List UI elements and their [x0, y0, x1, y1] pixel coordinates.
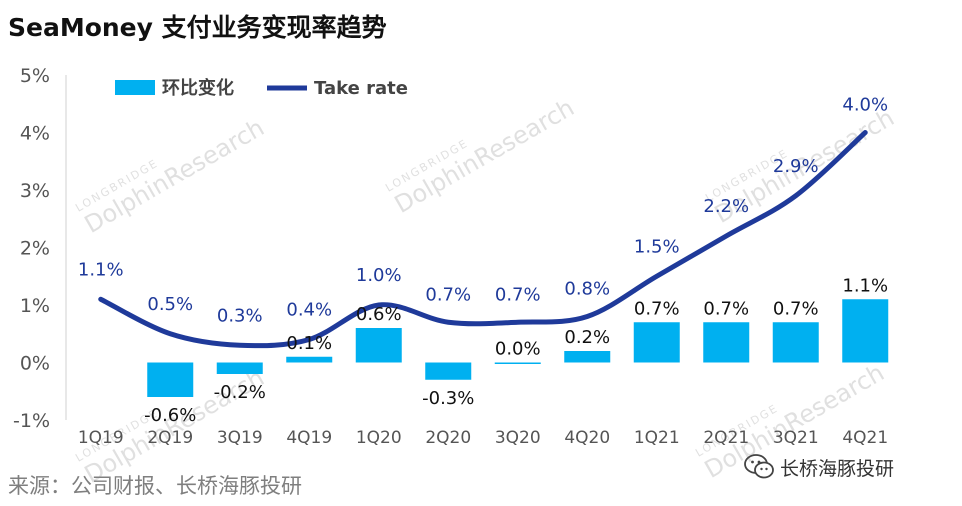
- line-data-label: 2.9%: [773, 156, 819, 177]
- y-tick-label: 5%: [20, 65, 50, 87]
- x-tick-label: 3Q21: [773, 428, 819, 448]
- x-tick-label: 2Q21: [703, 428, 749, 448]
- line-data-label: 1.0%: [356, 265, 402, 286]
- line-data-label: 0.4%: [286, 300, 332, 321]
- take-rate-line: [98, 130, 868, 349]
- page-title: SeaMoney 支付业务变现率趋势: [8, 13, 387, 42]
- bar-data-label: 0.0%: [495, 339, 541, 360]
- brand: 长桥海豚投研: [744, 452, 894, 482]
- bar-data-label: -0.2%: [214, 382, 266, 403]
- line-data-label: 0.5%: [147, 294, 193, 315]
- x-tick-label: 1Q20: [356, 428, 402, 448]
- bar-data-label: 0.7%: [703, 298, 749, 319]
- line-data-label: 0.7%: [495, 284, 541, 305]
- bar-data-label: -0.3%: [422, 388, 474, 409]
- line-data-label: 4.0%: [842, 95, 888, 116]
- x-tick-label: 2Q19: [147, 428, 193, 448]
- legend-bar-label: 环比变化: [162, 77, 234, 99]
- y-tick-label: -1%: [13, 410, 50, 432]
- y-tick-label: 3%: [20, 180, 50, 202]
- bar: [494, 362, 541, 364]
- bar-series: [147, 299, 889, 397]
- bar-data-label: 0.2%: [564, 327, 610, 348]
- bar-data-label: 0.1%: [286, 333, 332, 354]
- y-tick-label: 4%: [20, 123, 50, 145]
- line-series: [98, 130, 868, 349]
- x-tick-label: 4Q19: [286, 428, 332, 448]
- chart: 5% 4% 3% 2% 1% 0% -1% 1Q19 2Q19 3Q19 4Q19 1Q20 2Q20 3…: [13, 65, 889, 448]
- bar: [286, 356, 333, 363]
- bar-data-label: 0.7%: [634, 298, 680, 319]
- x-tick-label: 3Q20: [495, 428, 541, 448]
- x-tick-label: 1Q21: [634, 428, 680, 448]
- bar-data-label: 0.7%: [773, 298, 819, 319]
- bar: [842, 299, 889, 363]
- bar: [216, 362, 263, 374]
- line-data-label: 0.7%: [425, 284, 471, 305]
- x-tick-label: 2Q20: [425, 428, 471, 448]
- legend-line-label: Take rate: [314, 78, 408, 99]
- bar: [564, 351, 611, 363]
- bar: [703, 322, 750, 363]
- x-tick-label: 4Q20: [564, 428, 610, 448]
- line-data-label: 1.5%: [634, 236, 680, 257]
- bar: [633, 322, 680, 363]
- bar-data-label: 1.1%: [842, 275, 888, 296]
- bar-data-label: 0.6%: [356, 304, 402, 325]
- y-axis: 5% 4% 3% 2% 1% 0% -1% 1Q19 2Q19 3Q19 4Q19 1Q20 2Q20 3…: [13, 65, 888, 448]
- bar: [772, 322, 819, 363]
- bar: [147, 362, 194, 397]
- line-data-label: 0.3%: [217, 305, 263, 326]
- bar-data-label: -0.6%: [144, 405, 196, 426]
- line-data-label: 2.2%: [703, 196, 749, 217]
- source-note: 来源：公司财报、长桥海豚投研: [8, 474, 302, 498]
- legend: 环比变化 Take rate: [115, 77, 408, 99]
- wechat-icon: [744, 454, 774, 479]
- x-tick-label: 1Q19: [78, 428, 124, 448]
- x-tick-label: 4Q21: [842, 428, 888, 448]
- y-tick-label: 2%: [20, 238, 50, 260]
- line-data-label: 1.1%: [78, 259, 124, 280]
- y-tick-label: 1%: [20, 295, 50, 317]
- bar: [425, 362, 472, 380]
- bar: [355, 328, 402, 363]
- y-tick-label: 0%: [20, 353, 50, 375]
- legend-bar-swatch: [115, 80, 155, 95]
- line-data-label: 0.8%: [564, 279, 610, 300]
- x-tick-label: 3Q19: [217, 428, 263, 448]
- data-labels: -0.6% -0.2% 0.1% 0.6% -0.3% 0.0% 0.2% 0.7% 0.7% 0…: [78, 95, 888, 427]
- brand-name: 长桥海豚投研: [780, 457, 895, 480]
